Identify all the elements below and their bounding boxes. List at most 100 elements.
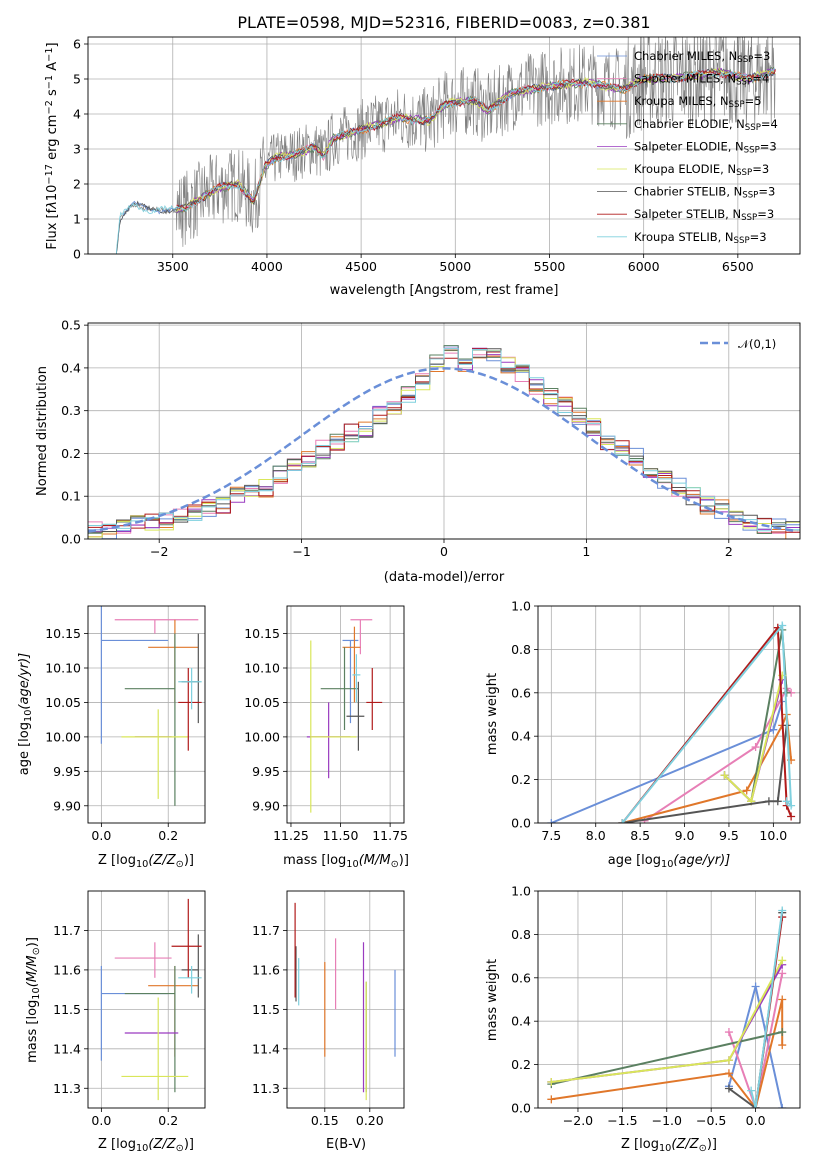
residuals-xtick-label: 2 xyxy=(725,544,733,559)
legend-label: Salpeter STELIB, NSSP=3 xyxy=(634,207,774,223)
mass_vs_ebv-xtick-label: 0.20 xyxy=(356,1113,384,1128)
age_vs_Z-ytick-label: 10.15 xyxy=(45,626,81,641)
spectrum-ytick-label: 3 xyxy=(73,142,81,157)
age_vs_mass-ytick-label: 10.10 xyxy=(244,661,280,676)
residuals-xtick-label: 0 xyxy=(440,544,448,559)
weight-line xyxy=(551,999,784,1108)
legend-label: Kroupa ELODIE, NSSP=3 xyxy=(634,162,769,178)
weight-vs-Z-xlabel: Z [log10(Z/Z⊙)] xyxy=(621,1137,717,1154)
weight-point xyxy=(724,1084,733,1093)
age-vs-Z-xlabel: Z [log10(Z/Z⊙)] xyxy=(98,853,194,870)
mass_vs_ebv-ytick-label: 11.3 xyxy=(252,1081,280,1096)
weight_vs_age-ytick-label: 0.2 xyxy=(511,772,531,787)
age_vs_mass-ytick-label: 9.95 xyxy=(252,764,280,779)
weight_vs_Z-frame xyxy=(537,890,801,1109)
residuals-ytick-label: 0.2 xyxy=(61,446,81,461)
spectrum-xtick-label: 5000 xyxy=(439,259,471,274)
age_vs_mass-xtick-label: 11.25 xyxy=(273,828,309,843)
mass_vs_Z-ytick-label: 11.5 xyxy=(53,1002,81,1017)
spectrum-xtick-label: 5500 xyxy=(534,259,566,274)
residuals-ylabel: Normed distribution xyxy=(35,366,50,496)
age_vs_Z-ytick-label: 9.90 xyxy=(53,798,81,813)
age-vs-mass-xlabel: mass [log10(M/M⊙)] xyxy=(283,853,409,870)
weight-point xyxy=(751,982,760,991)
weight-vs-Z-ylabel: mass weight xyxy=(485,959,500,1041)
spectrum-xtick-label: 4000 xyxy=(251,259,283,274)
weight-point xyxy=(778,969,787,978)
weight_vs_age-ytick-label: 1.0 xyxy=(511,599,531,614)
weight-point xyxy=(618,819,627,823)
age_vs_Z-grid xyxy=(88,606,205,823)
residuals-ytick-label: 0.0 xyxy=(61,532,81,547)
spectrum-xlabel: wavelength [Angstrom, rest frame] xyxy=(330,283,559,298)
weight_vs_age-xtick-label: 9.0 xyxy=(675,828,695,843)
panel-residuals: −2 −1 0 1 2 0.0 0.1 0.2 0.3 0.4 0.5 (data-model)/er… xyxy=(35,318,801,585)
spectrum-xtick-label: 3500 xyxy=(157,259,189,274)
weight_vs_age-xtick-label: 8.0 xyxy=(586,828,606,843)
mass_vs_ebv-ytick-label: 11.7 xyxy=(252,923,280,938)
weight_vs_Z-ytick-label: 0.8 xyxy=(511,927,531,942)
mass-vs-ebv-xlabel: E(B-V) xyxy=(326,1137,366,1152)
age_vs_Z-ytick-label: 10.05 xyxy=(45,695,81,710)
weight_vs_age-xtick-label: 7.5 xyxy=(541,828,561,843)
weight_vs_Z-ytick-label: 0.4 xyxy=(511,1014,531,1029)
weight-line xyxy=(621,622,793,823)
spectrum-ytick-label: 0 xyxy=(73,247,81,262)
spectrum-ytick-label: 2 xyxy=(73,177,81,192)
weight_vs_age-ytick-label: 0.0 xyxy=(511,816,531,831)
weight_vs_age-xtick-label: 10.0 xyxy=(759,828,787,843)
weight-line xyxy=(727,973,784,1108)
weight-point xyxy=(778,621,787,630)
residuals-ytick-label: 0.3 xyxy=(61,403,81,418)
weight-point xyxy=(782,797,791,806)
age_vs_mass-grid xyxy=(287,606,404,823)
mass_vs_Z-xtick-label: 0.0 xyxy=(91,1113,111,1128)
model-spectrum-line xyxy=(115,68,776,254)
weight_vs_Z-xtick-label: −2.0 xyxy=(563,1113,593,1128)
panel-age_vs_Z: 0.0 0.2 9.90 9.95 10.00 10.05 10.10 10.15 Z [log… xyxy=(17,605,206,870)
mass_vs_ebv-ytick-label: 11.5 xyxy=(252,1002,280,1017)
weight-point xyxy=(782,688,791,697)
weight_vs_age-grid xyxy=(538,605,800,824)
residuals-ytick-label: 0.5 xyxy=(61,318,81,333)
weight-vs-age-ylabel: mass weight xyxy=(485,673,500,755)
residuals-xtick-label: −1 xyxy=(292,544,310,559)
age_vs_mass-xtick-label: 11.50 xyxy=(323,828,359,843)
weight-point xyxy=(747,1086,756,1095)
residuals-plot-area xyxy=(88,345,800,539)
weight-point xyxy=(720,771,729,780)
spectrum-ytick-label: 1 xyxy=(73,212,81,227)
mass_vs_ebv-frame xyxy=(286,890,405,1109)
weight-point xyxy=(787,801,796,810)
normal-distribution-curve xyxy=(88,367,798,533)
weight_vs_Z-ticks: −2.0 −1.5 −1.0 −0.5 0.0 0.0 0.2 0.4 0.6 0.8 1.0 xyxy=(511,884,765,1129)
residuals-ytick-label: 0.4 xyxy=(61,360,81,375)
mass-vs-Z-ylabel: mass [log10(M/M⊙)] xyxy=(25,937,42,1063)
spectrum-ylabel: Flux [fλ10−17 erg cm−2 s−1 A−1] xyxy=(44,42,60,249)
weight_vs_age-plot-area xyxy=(547,621,796,823)
spectrum-xtick-label: 6000 xyxy=(628,259,660,274)
weight_vs_Z-ytick-label: 0.2 xyxy=(511,1057,531,1072)
weight-line xyxy=(621,625,793,823)
mass_vs_ebv-ytick-label: 11.4 xyxy=(252,1041,280,1056)
panel-weight_vs_age: 7.5 8.0 8.5 9.0 9.5 10.0 0.0 0.2 0.4 0.6 0.8 1.0 age… xyxy=(485,599,801,870)
spectrum-ytick-label: 5 xyxy=(73,72,81,87)
weight_vs_Z-xtick-label: −1.0 xyxy=(652,1113,682,1128)
weight-point xyxy=(778,995,787,1004)
weight_vs_age-ytick-label: 0.4 xyxy=(511,729,531,744)
age_vs_mass-frame xyxy=(286,605,405,824)
legend-label: Chabrier STELIB, NSSP=3 xyxy=(634,185,775,201)
weight_vs_age-xtick-label: 9.5 xyxy=(719,828,739,843)
model-spectrum-line xyxy=(176,67,776,212)
weight_vs_Z-plot-area xyxy=(547,906,787,1108)
age_vs_Z-xtick-label: 0.2 xyxy=(158,828,178,843)
weight-point xyxy=(547,819,556,823)
legend-label: Chabrier ELODIE, NSSP=4 xyxy=(634,117,778,133)
weight_vs_Z-ytick-label: 0.0 xyxy=(511,1101,531,1116)
weight_vs_Z-ytick-label: 1.0 xyxy=(511,884,531,899)
age_vs_mass-plot-area xyxy=(306,619,383,813)
weight-line xyxy=(622,714,793,823)
residuals-legend: 𝒩(0,1) xyxy=(700,337,776,351)
weight-point xyxy=(787,812,796,821)
mass_vs_ebv-plot-area xyxy=(294,902,396,1101)
